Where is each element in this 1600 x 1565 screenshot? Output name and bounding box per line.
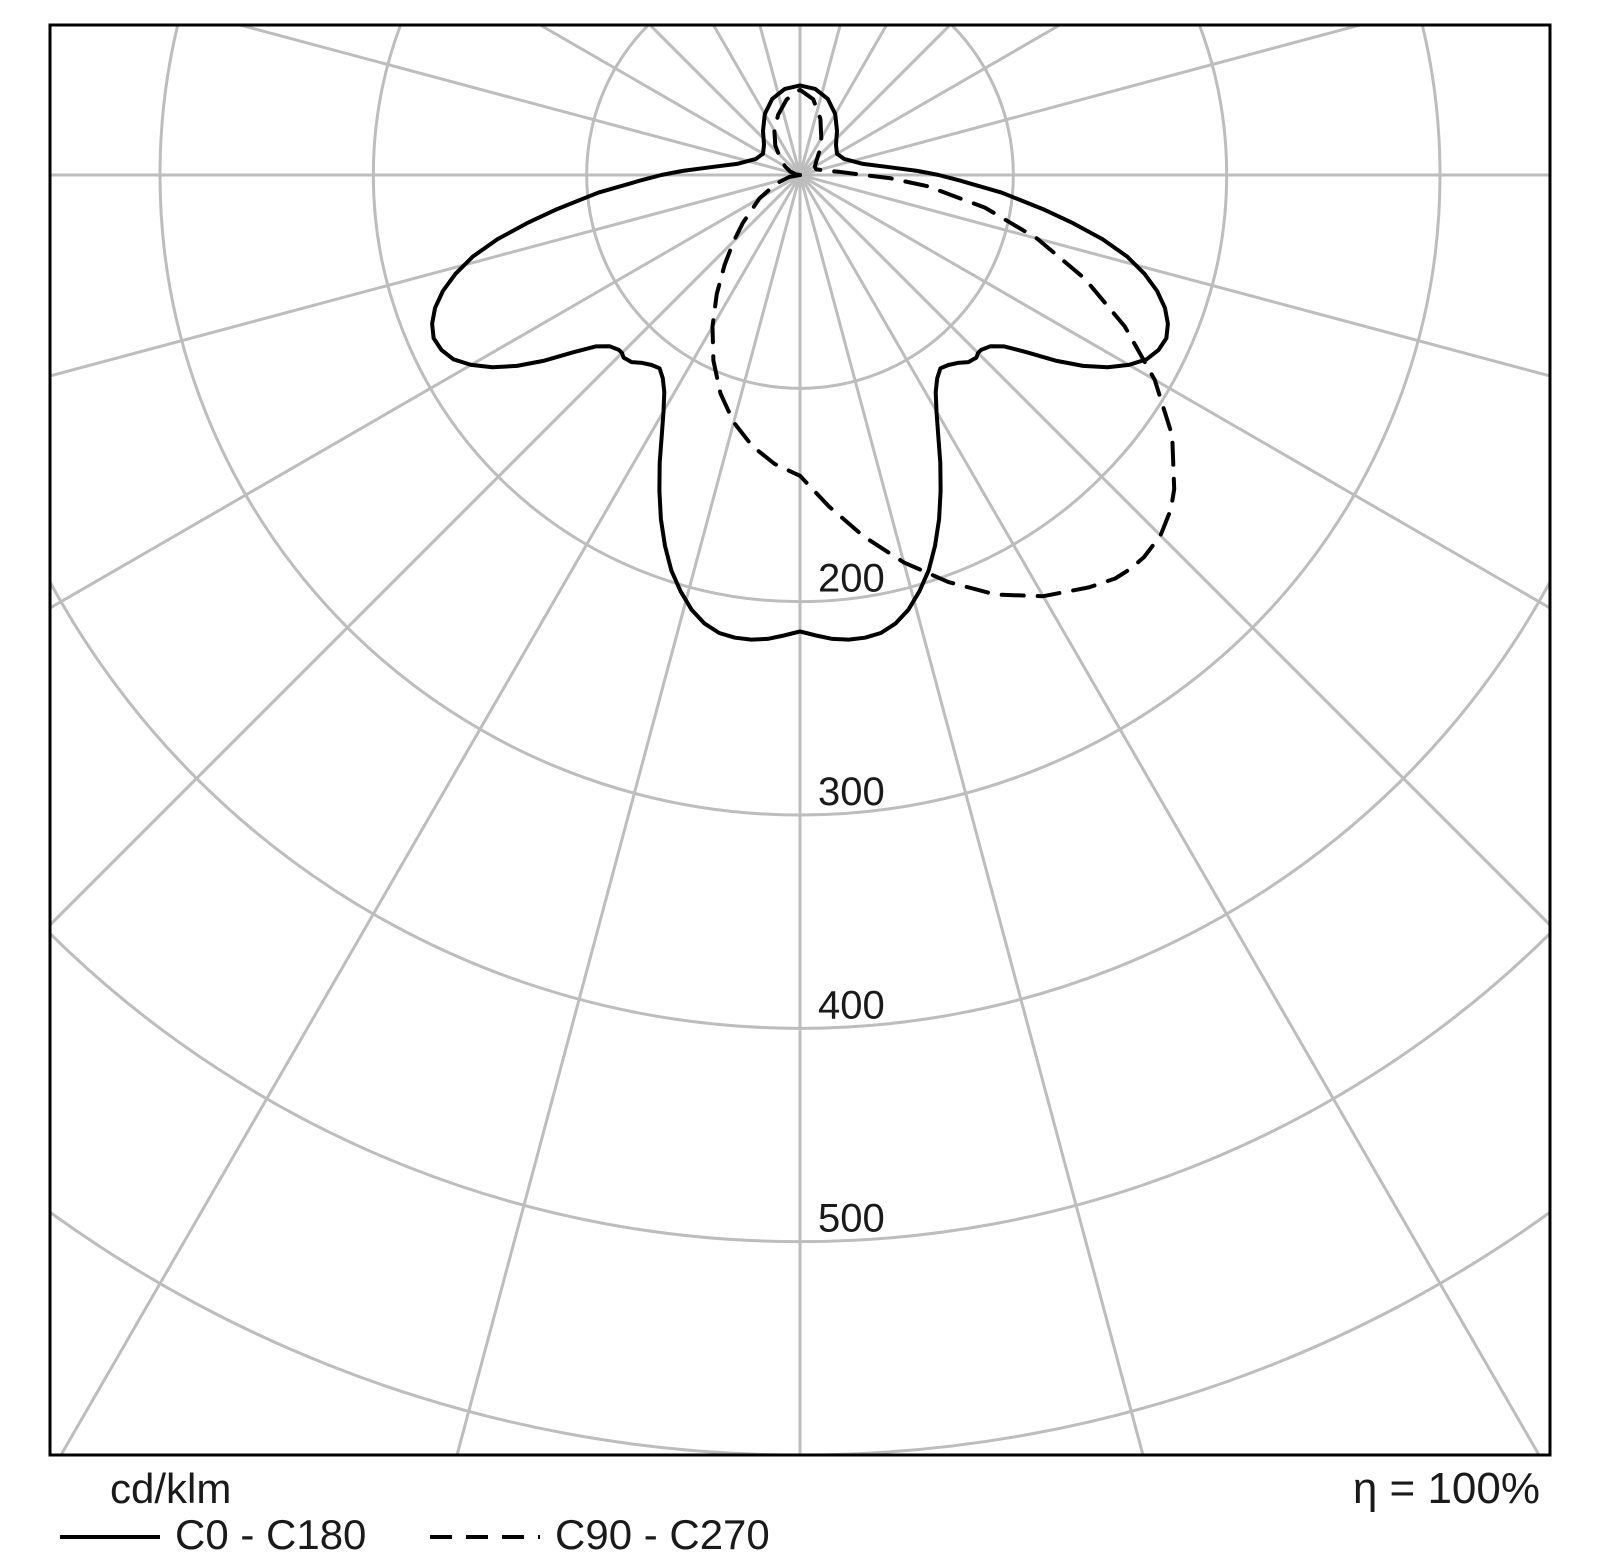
eta-label: η = 100% [1353, 1464, 1540, 1513]
radial-tick-label: 300 [818, 770, 885, 814]
unit-label: cd/klm [110, 1465, 231, 1512]
radial-tick-label: 400 [818, 983, 885, 1027]
legend-label-c0: C0 - C180 [175, 1511, 366, 1558]
radial-tick-label: 200 [818, 557, 885, 601]
polar-chart-container: 200 300 400 500 cd/klmC0 - C180 C90 - C270 η =… [0, 0, 1600, 1565]
polar-chart-svg: 200 300 400 500 cd/klmC0 - C180 C90 - C270 η =… [0, 0, 1600, 1565]
legend-label-c90: C90 - C270 [555, 1511, 770, 1558]
radial-tick-label: 500 [818, 1197, 885, 1241]
